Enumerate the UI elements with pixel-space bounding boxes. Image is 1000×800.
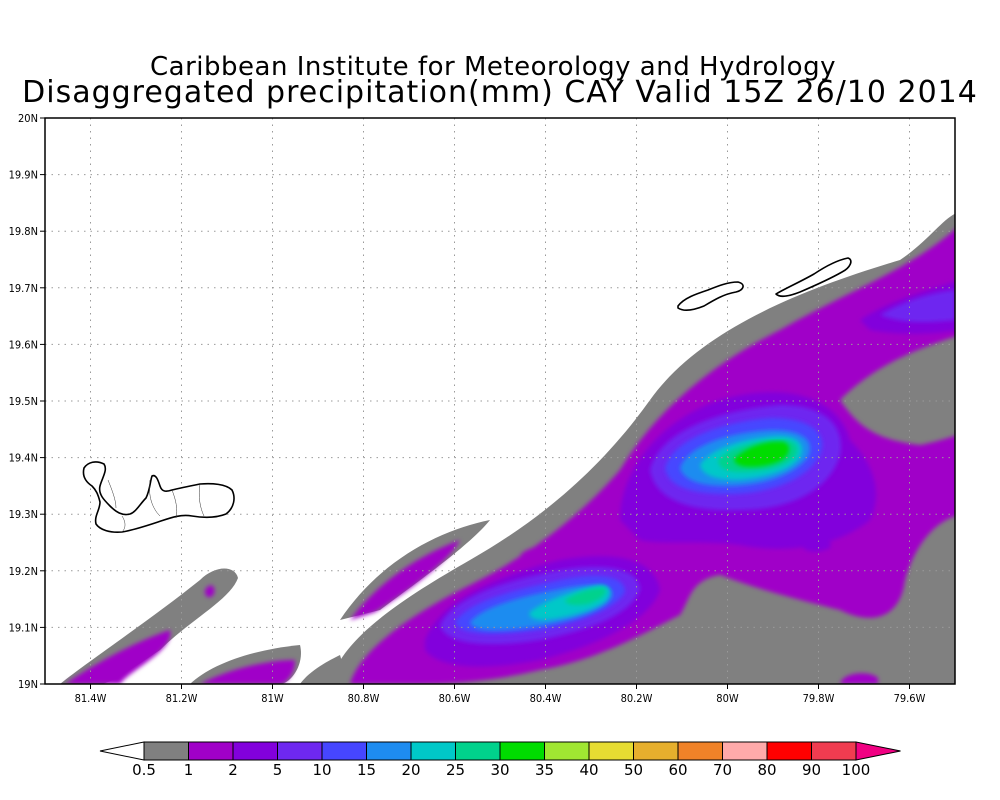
legend-swatch — [188, 741, 234, 761]
y-tick-label: 19.2N — [9, 565, 38, 578]
x-tick-label: 81.4W — [75, 692, 107, 705]
legend-swatch — [633, 741, 679, 761]
y-tick-label: 19N — [18, 678, 38, 691]
x-tick-label: 80.2W — [621, 692, 653, 705]
legend-swatch — [588, 741, 634, 761]
chart-title: Caribbean Institute for Meteorology and … — [150, 52, 836, 82]
y-tick-label: 19.6N — [9, 338, 38, 351]
legend-swatch — [277, 741, 323, 761]
y-tick-label: 19.5N — [9, 395, 38, 408]
legend-arrow-low — [99, 741, 145, 761]
legend-swatch — [232, 741, 278, 761]
x-tick-label: 79.8W — [803, 692, 835, 705]
legend-arrow-high — [855, 741, 901, 761]
y-tick-label: 19.3N — [9, 508, 38, 521]
legend-label: 1 — [184, 761, 194, 779]
legend-swatch — [143, 741, 189, 761]
cayman-brac-island — [775, 257, 852, 297]
y-axis-tick-labels: 19N 19.1N 19.2N 19.3N 19.4N 19.5N 19.6N 19.7N 19… — [9, 112, 45, 691]
legend-label: 60 — [668, 761, 687, 779]
legend-label: 0.5 — [132, 761, 156, 779]
chart-subtitle: Disaggregated precipitation(mm) CAY Vali… — [22, 75, 978, 110]
legend-label: 40 — [579, 761, 598, 779]
legend-label: 15 — [357, 761, 376, 779]
legend-label: 25 — [446, 761, 465, 779]
legend-label: 70 — [713, 761, 732, 779]
legend-swatch — [455, 741, 501, 761]
x-tick-label: 80W — [716, 692, 739, 705]
legend-swatch — [811, 741, 857, 761]
legend-label: 50 — [624, 761, 643, 779]
color-scale-legend: 0.5 1 2 5 10 15 20 25 30 35 40 50 60 70 80 90 100 — [99, 741, 901, 779]
x-tick-label: 81W — [261, 692, 284, 705]
legend-label: 30 — [490, 761, 509, 779]
legend-label: 5 — [273, 761, 283, 779]
legend-label: 10 — [312, 761, 331, 779]
legend-label: 2 — [228, 761, 238, 779]
y-tick-label: 19.7N — [9, 282, 38, 295]
y-tick-label: 20N — [18, 112, 38, 125]
legend-swatch — [677, 741, 723, 761]
legend-label: 100 — [842, 761, 871, 779]
legend-swatch — [410, 741, 456, 761]
legend-swatch — [544, 741, 590, 761]
legend-label: 35 — [535, 761, 554, 779]
grand-cayman-island — [82, 461, 235, 533]
x-tick-label: 80.6W — [439, 692, 471, 705]
x-tick-label: 81.2W — [166, 692, 198, 705]
legend-label: 20 — [401, 761, 420, 779]
x-axis-tick-labels: 81.4W 81.2W 81W 80.8W 80.6W 80.4W 80.2W 80W 79.8… — [75, 684, 926, 705]
precipitation-field — [60, 213, 955, 684]
legend-swatch — [499, 741, 545, 761]
legend-label: 90 — [802, 761, 821, 779]
legend-swatch — [766, 741, 812, 761]
x-tick-label: 80.4W — [530, 692, 562, 705]
precip-layer-30mm — [734, 441, 790, 467]
y-tick-label: 19.1N — [9, 621, 38, 634]
x-tick-label: 80.8W — [348, 692, 380, 705]
legend-label: 80 — [757, 761, 776, 779]
y-tick-label: 19.8N — [9, 225, 38, 238]
legend-swatch — [321, 741, 367, 761]
legend-swatch — [722, 741, 768, 761]
y-tick-label: 19.9N — [9, 169, 38, 182]
little-cayman-island — [677, 281, 744, 311]
x-tick-label: 79.6W — [894, 692, 926, 705]
y-tick-label: 19.4N — [9, 452, 38, 465]
legend-swatch — [366, 741, 412, 761]
